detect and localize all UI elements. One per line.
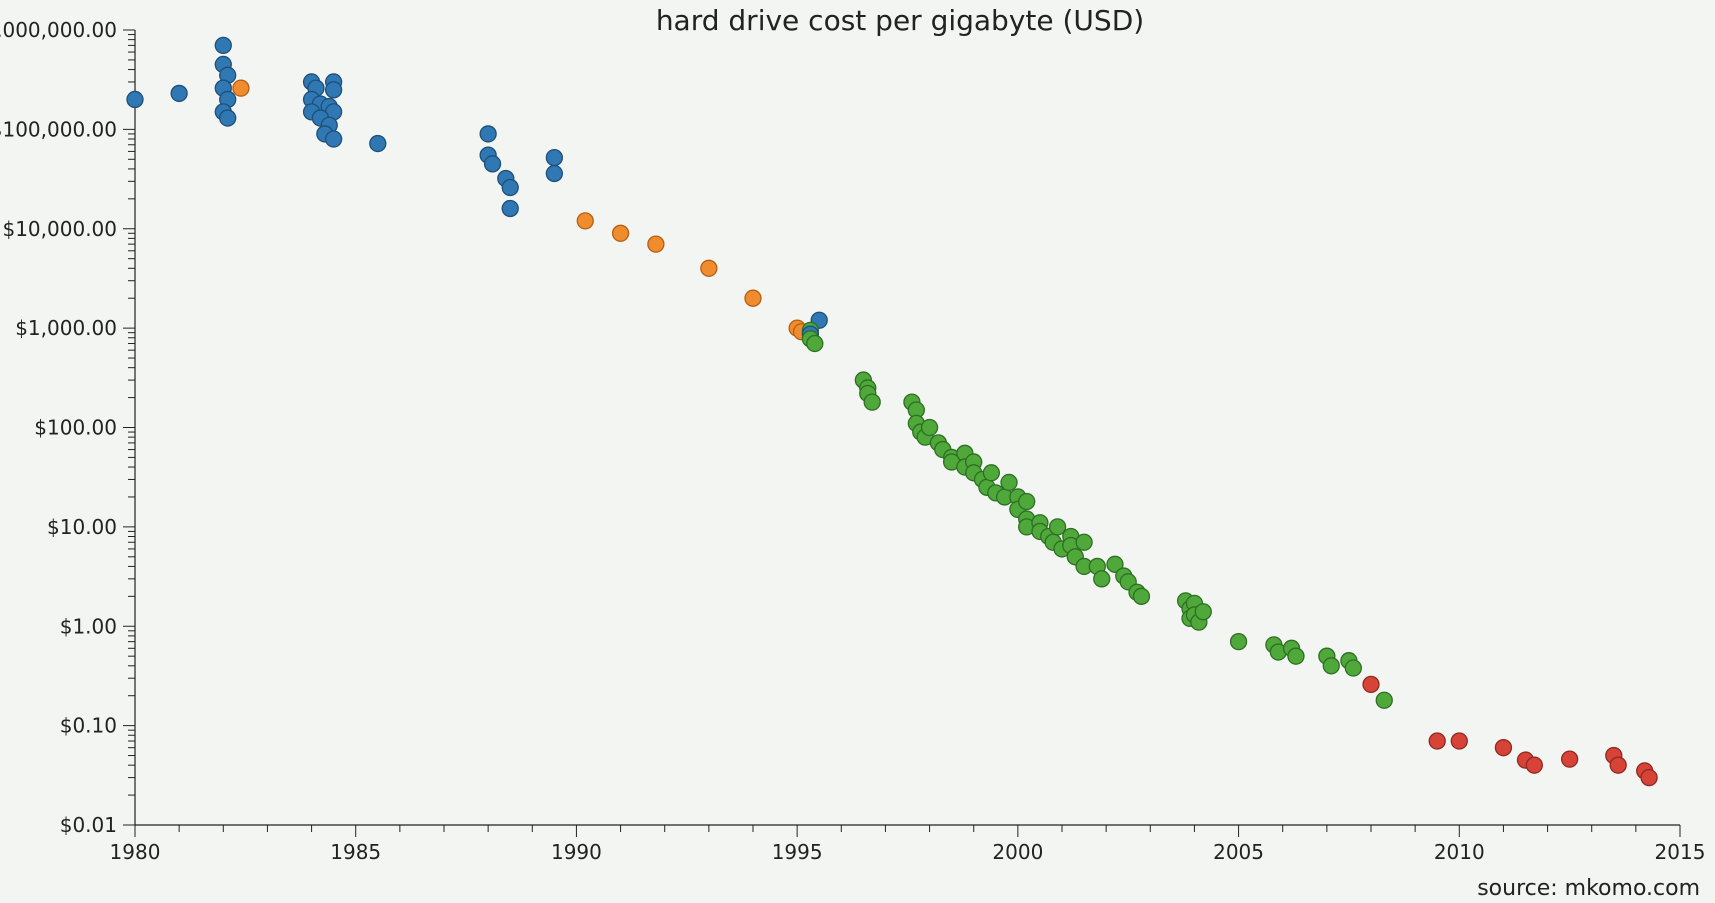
y-tick-label: $1,000.00 [15,316,117,340]
x-tick-label: 2000 [992,840,1043,864]
data-point [1526,757,1542,773]
x-tick-label: 2015 [1655,840,1706,864]
data-point [922,420,938,436]
data-point [480,126,496,142]
source-label: source: mkomo.com [1477,876,1700,901]
data-point [127,91,143,107]
data-point [613,225,629,241]
data-point [1231,634,1247,650]
data-point [546,150,562,166]
y-tick-label: $10.00 [47,515,117,539]
data-point [502,200,518,216]
data-point [983,465,999,481]
chart-background [0,0,1715,903]
x-tick-label: 1990 [551,840,602,864]
data-point [1076,534,1092,550]
data-point [1451,733,1467,749]
data-point [1094,571,1110,587]
data-point [1376,692,1392,708]
y-tick-label: $1,000,000.00 [0,18,117,42]
data-point [864,394,880,410]
x-tick-label: 1995 [772,840,823,864]
data-point [546,165,562,181]
y-tick-label: $0.01 [60,813,117,837]
data-point [1195,604,1211,620]
data-point [1610,757,1626,773]
data-point [1133,588,1149,604]
data-point [485,156,501,172]
data-point [577,213,593,229]
data-point [701,260,717,276]
chart-title: hard drive cost per gigabyte (USD) [656,4,1144,37]
x-tick-label: 2010 [1434,840,1485,864]
data-point [1323,658,1339,674]
data-point [326,131,342,147]
x-tick-label: 2005 [1213,840,1264,864]
data-point [648,236,664,252]
data-point [807,336,823,352]
y-tick-label: $1.00 [60,614,117,638]
y-tick-label: $100.00 [34,416,117,440]
data-point [1641,770,1657,786]
chart-container: 1980 1985 1990 1995 2000 2005 2010 2015 $0.01 $0.… [0,0,1715,903]
x-tick-label: 1985 [330,840,381,864]
data-point [1495,740,1511,756]
data-point [1288,648,1304,664]
data-point [220,110,236,126]
data-point [1019,494,1035,510]
scatter-chart: 1980 1985 1990 1995 2000 2005 2010 2015 $0.01 $0.… [0,0,1715,903]
data-point [1429,733,1445,749]
y-tick-label: $0.10 [60,714,117,738]
data-point [233,80,249,96]
data-point [1363,676,1379,692]
data-point [326,82,342,98]
data-point [502,180,518,196]
data-point [1001,474,1017,490]
y-tick-label: $100,000.00 [0,117,117,141]
x-tick-label: 1980 [110,840,161,864]
data-point [1562,751,1578,767]
data-point [370,136,386,152]
data-point [171,85,187,101]
data-point [1345,660,1361,676]
data-point [745,290,761,306]
y-tick-label: $10,000.00 [2,217,117,241]
data-point [215,37,231,53]
